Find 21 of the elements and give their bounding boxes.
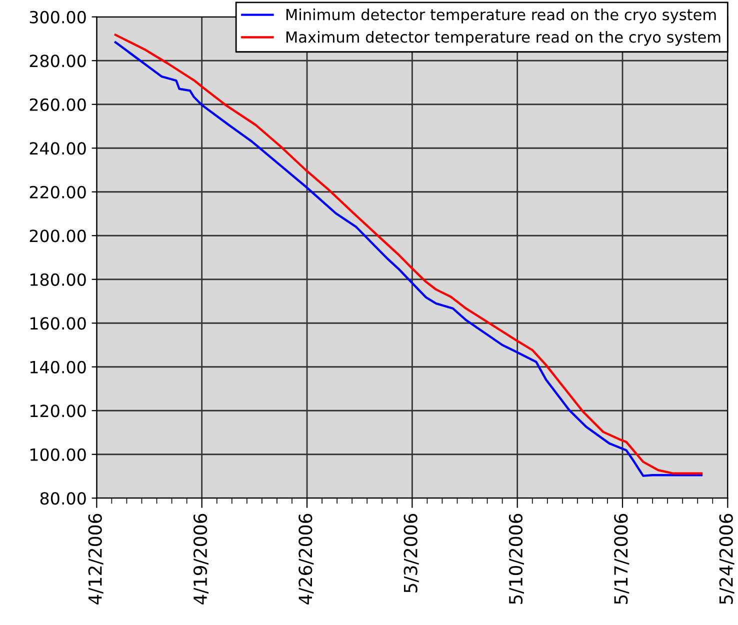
x-tick-label: 4/12/2006	[88, 514, 104, 604]
y-tick-label: 260.00	[30, 98, 86, 111]
x-tick-label: 5/17/2006	[614, 514, 630, 604]
x-tick-label: 4/19/2006	[193, 514, 208, 604]
y-tick-label: 200.00	[30, 230, 86, 242]
y-tick-label: 280.00	[30, 54, 86, 68]
y-tick-label: 140.00	[30, 360, 86, 374]
y-tick-label: 80.00	[40, 492, 86, 505]
y-tick-label: 160.00	[30, 317, 86, 330]
y-tick-label: 240.00	[30, 142, 86, 155]
legend-label: Maximum detector temperature read on the cryo system	[286, 30, 720, 46]
y-tick-label: 300.00	[30, 10, 86, 24]
x-tick-label: 5/3/2006	[404, 514, 419, 592]
legend-label: Minimum detector temperature read on the cryo system	[286, 8, 716, 24]
y-tick-label: 100.00	[30, 448, 86, 461]
y-tick-label: 180.00	[30, 273, 86, 286]
y-tick-label: 220.00	[30, 186, 86, 198]
y-tick-label: 120.00	[30, 404, 86, 418]
x-tick-label: 4/26/2006	[298, 514, 314, 604]
x-tick-label: 5/10/2006	[508, 514, 524, 604]
x-tick-label: 5/24/2006	[719, 514, 734, 604]
